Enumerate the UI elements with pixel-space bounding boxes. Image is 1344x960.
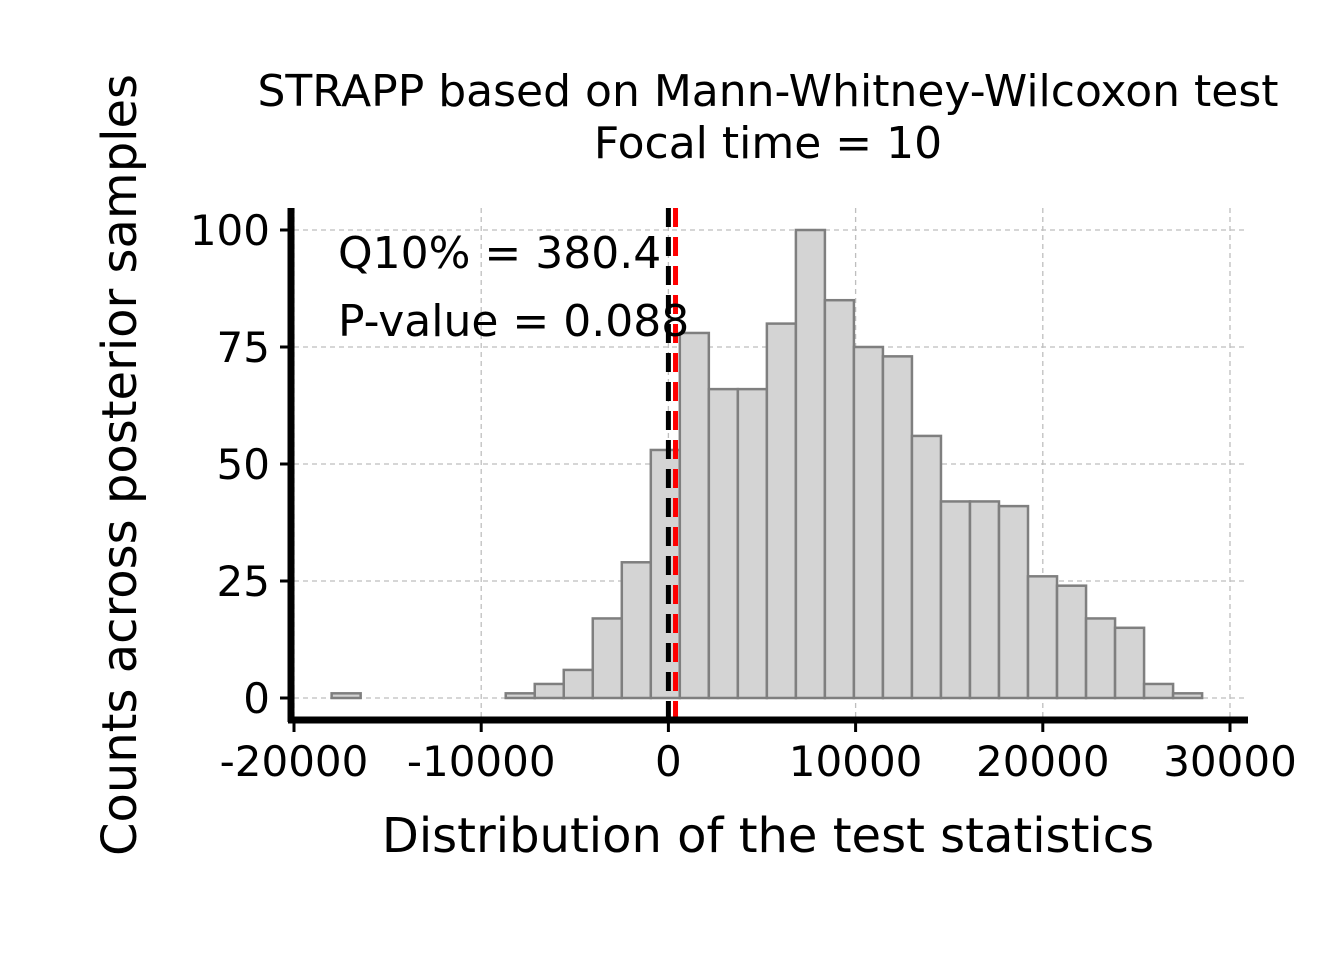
histogram-bar-19 bbox=[881, 355, 914, 700]
axis-ticks: 0 25 50 75 100 -20000 -10000 0 10000 20000 30000 bbox=[190, 206, 1297, 786]
histogram-bar-13 bbox=[707, 387, 740, 700]
histogram-bar-23 bbox=[997, 504, 1030, 700]
y-tick-label-2: 50 bbox=[217, 440, 270, 489]
y-tick-label-3: 75 bbox=[217, 323, 270, 372]
histogram-bar-8 bbox=[562, 668, 595, 700]
y-tick-label-1: 25 bbox=[217, 557, 270, 606]
histogram-bar-18 bbox=[852, 345, 885, 700]
histogram-bar-28 bbox=[1142, 682, 1175, 700]
x-tick-label-5: 30000 bbox=[1163, 737, 1297, 786]
histogram-bar-16 bbox=[794, 228, 827, 700]
pvalue-annotation: P-value = 0.088 bbox=[338, 296, 689, 347]
y-tick-label-4: 100 bbox=[190, 206, 270, 255]
x-tick-label-1: -10000 bbox=[407, 737, 556, 786]
q10-annotation: Q10% = 380.4 bbox=[338, 228, 661, 279]
histogram-bar-24 bbox=[1026, 575, 1059, 700]
histogram-bar-6 bbox=[504, 692, 536, 700]
histogram-bar-9 bbox=[591, 617, 624, 700]
histogram-bar-29 bbox=[1171, 692, 1204, 700]
x-tick-label-3: 10000 bbox=[789, 737, 923, 786]
reference-lines bbox=[665, 208, 679, 718]
histogram-bar-27 bbox=[1113, 626, 1146, 700]
histogram-bar-20 bbox=[910, 434, 943, 700]
histogram-bar-17 bbox=[823, 298, 856, 700]
y-axis-label: Counts across posterior samples bbox=[92, 74, 148, 856]
histogram-bar-25 bbox=[1055, 584, 1088, 700]
histogram-bar-0 bbox=[330, 692, 362, 700]
histogram-bar-21 bbox=[939, 500, 972, 700]
x-tick-label-0: -20000 bbox=[220, 737, 369, 786]
histogram-bar-22 bbox=[968, 500, 1001, 700]
histogram-bars bbox=[330, 228, 1204, 700]
histogram-bar-26 bbox=[1084, 617, 1117, 700]
chart-title: STRAPP based on Mann-Whitney-Wilcoxon te… bbox=[257, 66, 1278, 117]
histogram-bar-12 bbox=[678, 331, 711, 700]
x-tick-label-4: 20000 bbox=[976, 737, 1110, 786]
histogram-bar-10 bbox=[620, 561, 653, 700]
x-axis-label: Distribution of the test statistics bbox=[382, 808, 1154, 864]
histogram-bar-14 bbox=[736, 387, 769, 700]
y-tick-label-0: 0 bbox=[243, 674, 270, 723]
chart-subtitle: Focal time = 10 bbox=[594, 118, 942, 169]
x-tick-label-2: 0 bbox=[655, 737, 682, 786]
histogram-bar-15 bbox=[765, 322, 798, 700]
histogram-bar-7 bbox=[533, 682, 566, 700]
